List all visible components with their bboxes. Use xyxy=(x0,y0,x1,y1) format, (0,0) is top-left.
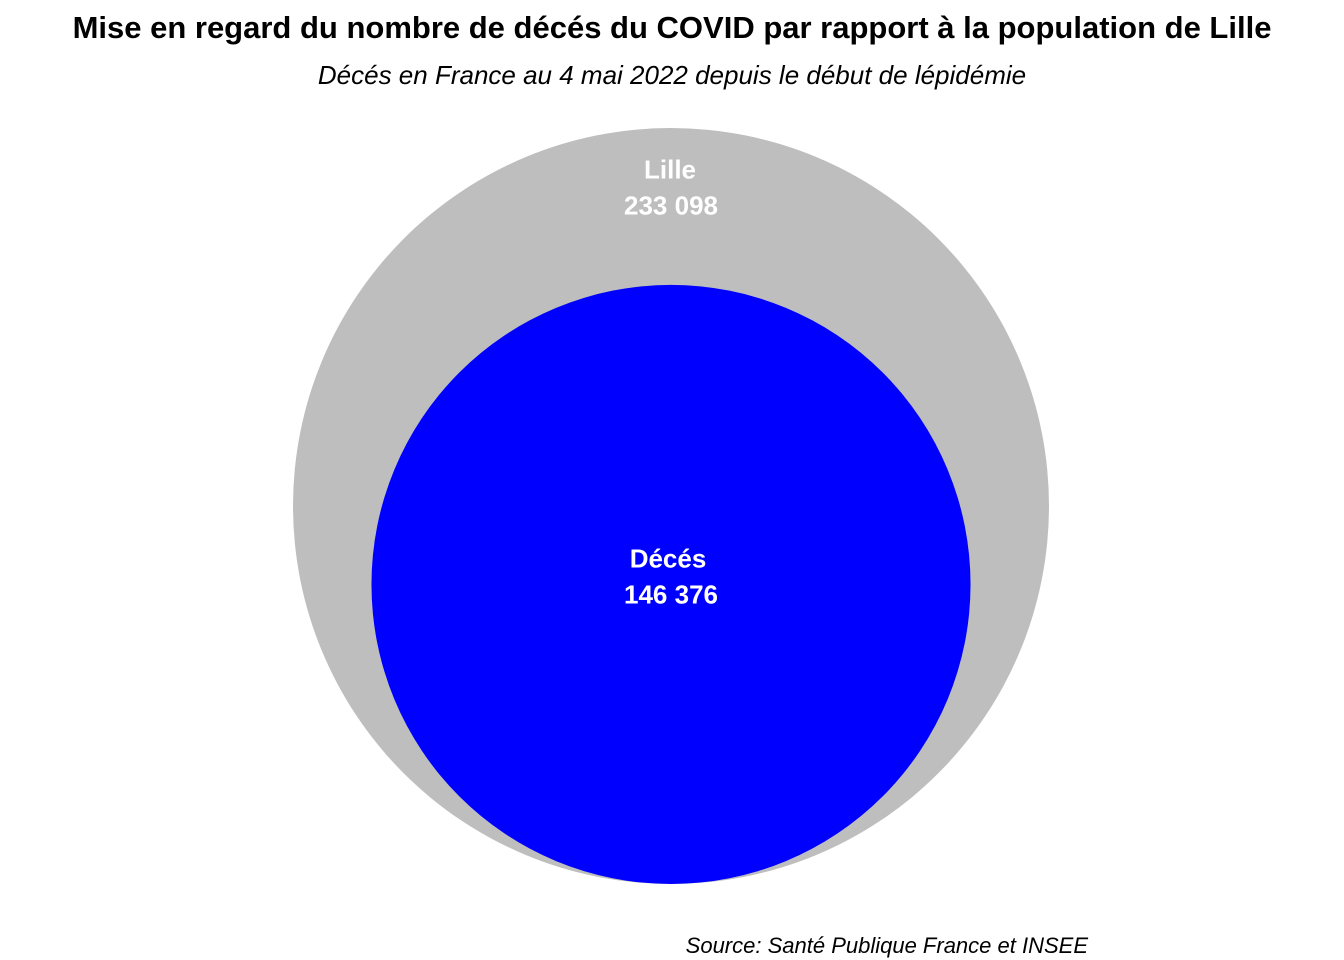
circle-deces xyxy=(371,284,971,884)
label-deces-name: Décés xyxy=(630,543,707,573)
label-deces-value: 146 376 xyxy=(624,579,718,609)
label-lille-name: Lille xyxy=(644,154,696,184)
label-lille-value: 233 098 xyxy=(624,190,718,220)
chart-title: Mise en regard du nombre de décés du COV… xyxy=(72,10,1272,45)
chart-caption: Source: Santé Publique France et INSEE xyxy=(685,933,1088,958)
chart-subtitle: Décés en France au 4 mai 2022 depuis le … xyxy=(317,60,1027,90)
